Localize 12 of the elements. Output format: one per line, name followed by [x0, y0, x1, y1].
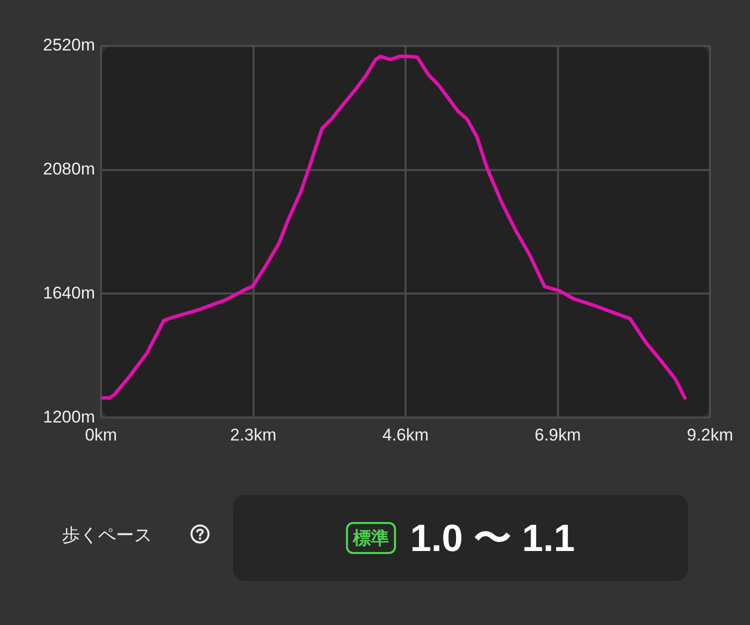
- text: 標準: [346, 522, 396, 554]
- x-tick-label: 9.2km: [686, 425, 734, 444]
- x-tick-label: 6.9km: [534, 425, 581, 444]
- y-tick-label: 1200m: [43, 407, 95, 426]
- x-tick-label: 4.6km: [382, 425, 429, 444]
- y-tick-label: 2520m: [43, 36, 95, 55]
- y-tick-label: 2080m: [43, 160, 95, 179]
- x-tick-label: 0km: [84, 425, 118, 444]
- y-tick-label: 1640m: [43, 283, 95, 302]
- text: 歩くペース: [62, 524, 152, 547]
- x-tick-label: 2.3km: [230, 425, 276, 444]
- text: 1.0 〜 1.1: [410, 516, 575, 562]
